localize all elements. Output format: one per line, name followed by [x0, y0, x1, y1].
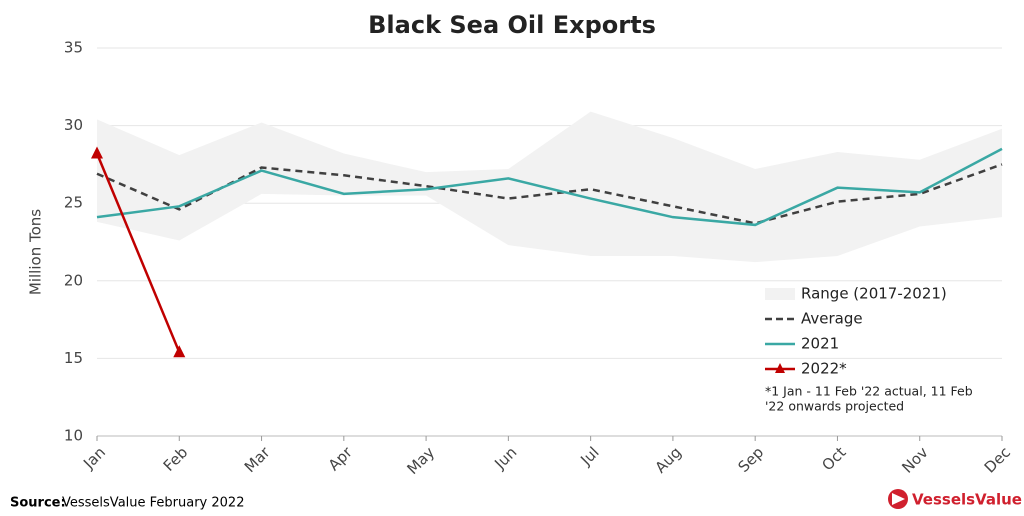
y-axis-label: Million Tons	[27, 209, 45, 295]
series-line	[96, 147, 1003, 227]
x-tick-label: Sep	[734, 443, 767, 476]
x-tick-label: May	[403, 443, 438, 478]
series-line	[95, 153, 181, 353]
chart-title: Black Sea Oil Exports	[368, 11, 656, 39]
y-tick-label: 10	[64, 427, 83, 445]
y-tick-label: 30	[64, 116, 83, 134]
note: '22 onwards projected	[765, 399, 904, 414]
logo-icon-arrow	[892, 493, 905, 505]
legend-label: Range (2017-2021)	[801, 285, 947, 303]
legend-marker	[775, 363, 785, 373]
x-tick-label: Jul	[576, 443, 602, 469]
x-tick-label: Apr	[325, 443, 357, 475]
legend-label: 2022*	[801, 360, 847, 378]
y-tick-label: 15	[64, 349, 83, 367]
series-marker	[173, 345, 186, 358]
x-tick-label: Feb	[160, 443, 192, 475]
x-tick-label: Oct	[818, 443, 849, 474]
legend-label: Average	[801, 310, 863, 328]
y-tick-label: 25	[64, 194, 83, 212]
x-tick-label: Mar	[241, 443, 274, 476]
x-tick-label: Jan	[79, 443, 109, 473]
x-tick-label: Aug	[651, 443, 684, 476]
y-tick-label: 20	[64, 271, 83, 289]
source: VesselsValue February 2022	[62, 496, 244, 511]
x-tick-label: Dec	[981, 443, 1014, 476]
x-tick-label: Nov	[898, 443, 932, 477]
range-band	[97, 111, 1002, 263]
legend-label: 2021	[801, 335, 839, 353]
source-label: Source:	[10, 496, 66, 511]
series-line	[96, 163, 1003, 225]
series-marker	[91, 146, 103, 159]
x-tick-label: Jun	[490, 443, 520, 473]
logo-text: VesselsValue	[912, 491, 1022, 509]
legend-swatch	[765, 288, 795, 300]
logo: VesselsValue	[888, 489, 1022, 509]
y-tick-label: 35	[64, 39, 83, 57]
note: *1 Jan - 11 Feb '22 actual, 11 Feb	[765, 384, 973, 399]
